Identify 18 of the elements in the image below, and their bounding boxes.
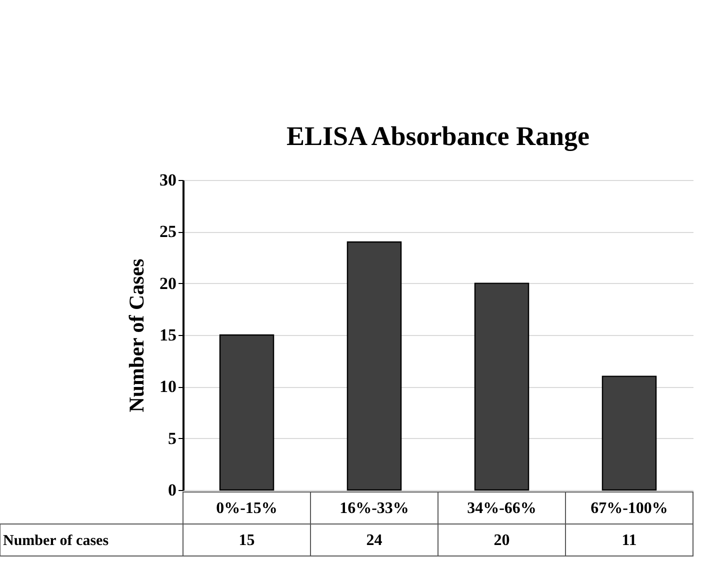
data-label: 11 (622, 532, 637, 549)
y-tick-label: 10 (160, 377, 176, 396)
data-label: 24 (366, 532, 382, 549)
x-tick-label: 16%-33% (340, 500, 409, 517)
y-tick-label: 20 (160, 274, 176, 293)
x-tick-label: 67%-100% (590, 500, 668, 517)
data-label: 15 (238, 532, 255, 549)
x-tick-label: 34%-66% (467, 500, 536, 517)
y-tick-label: 0 (168, 480, 176, 500)
text: Number of cases (3, 533, 109, 549)
chart-title: ELISA Absorbance Range (286, 121, 590, 151)
y-axis-title: Number of Cases (124, 258, 148, 412)
data-label: 20 (494, 532, 510, 549)
y-tick-label: 25 (160, 222, 176, 242)
y-tick-label: 15 (160, 326, 176, 344)
y-tick-label: 30 (160, 170, 176, 190)
x-tick-label: 0%-15% (216, 500, 278, 517)
y-tick-label: 5 (168, 428, 176, 448)
